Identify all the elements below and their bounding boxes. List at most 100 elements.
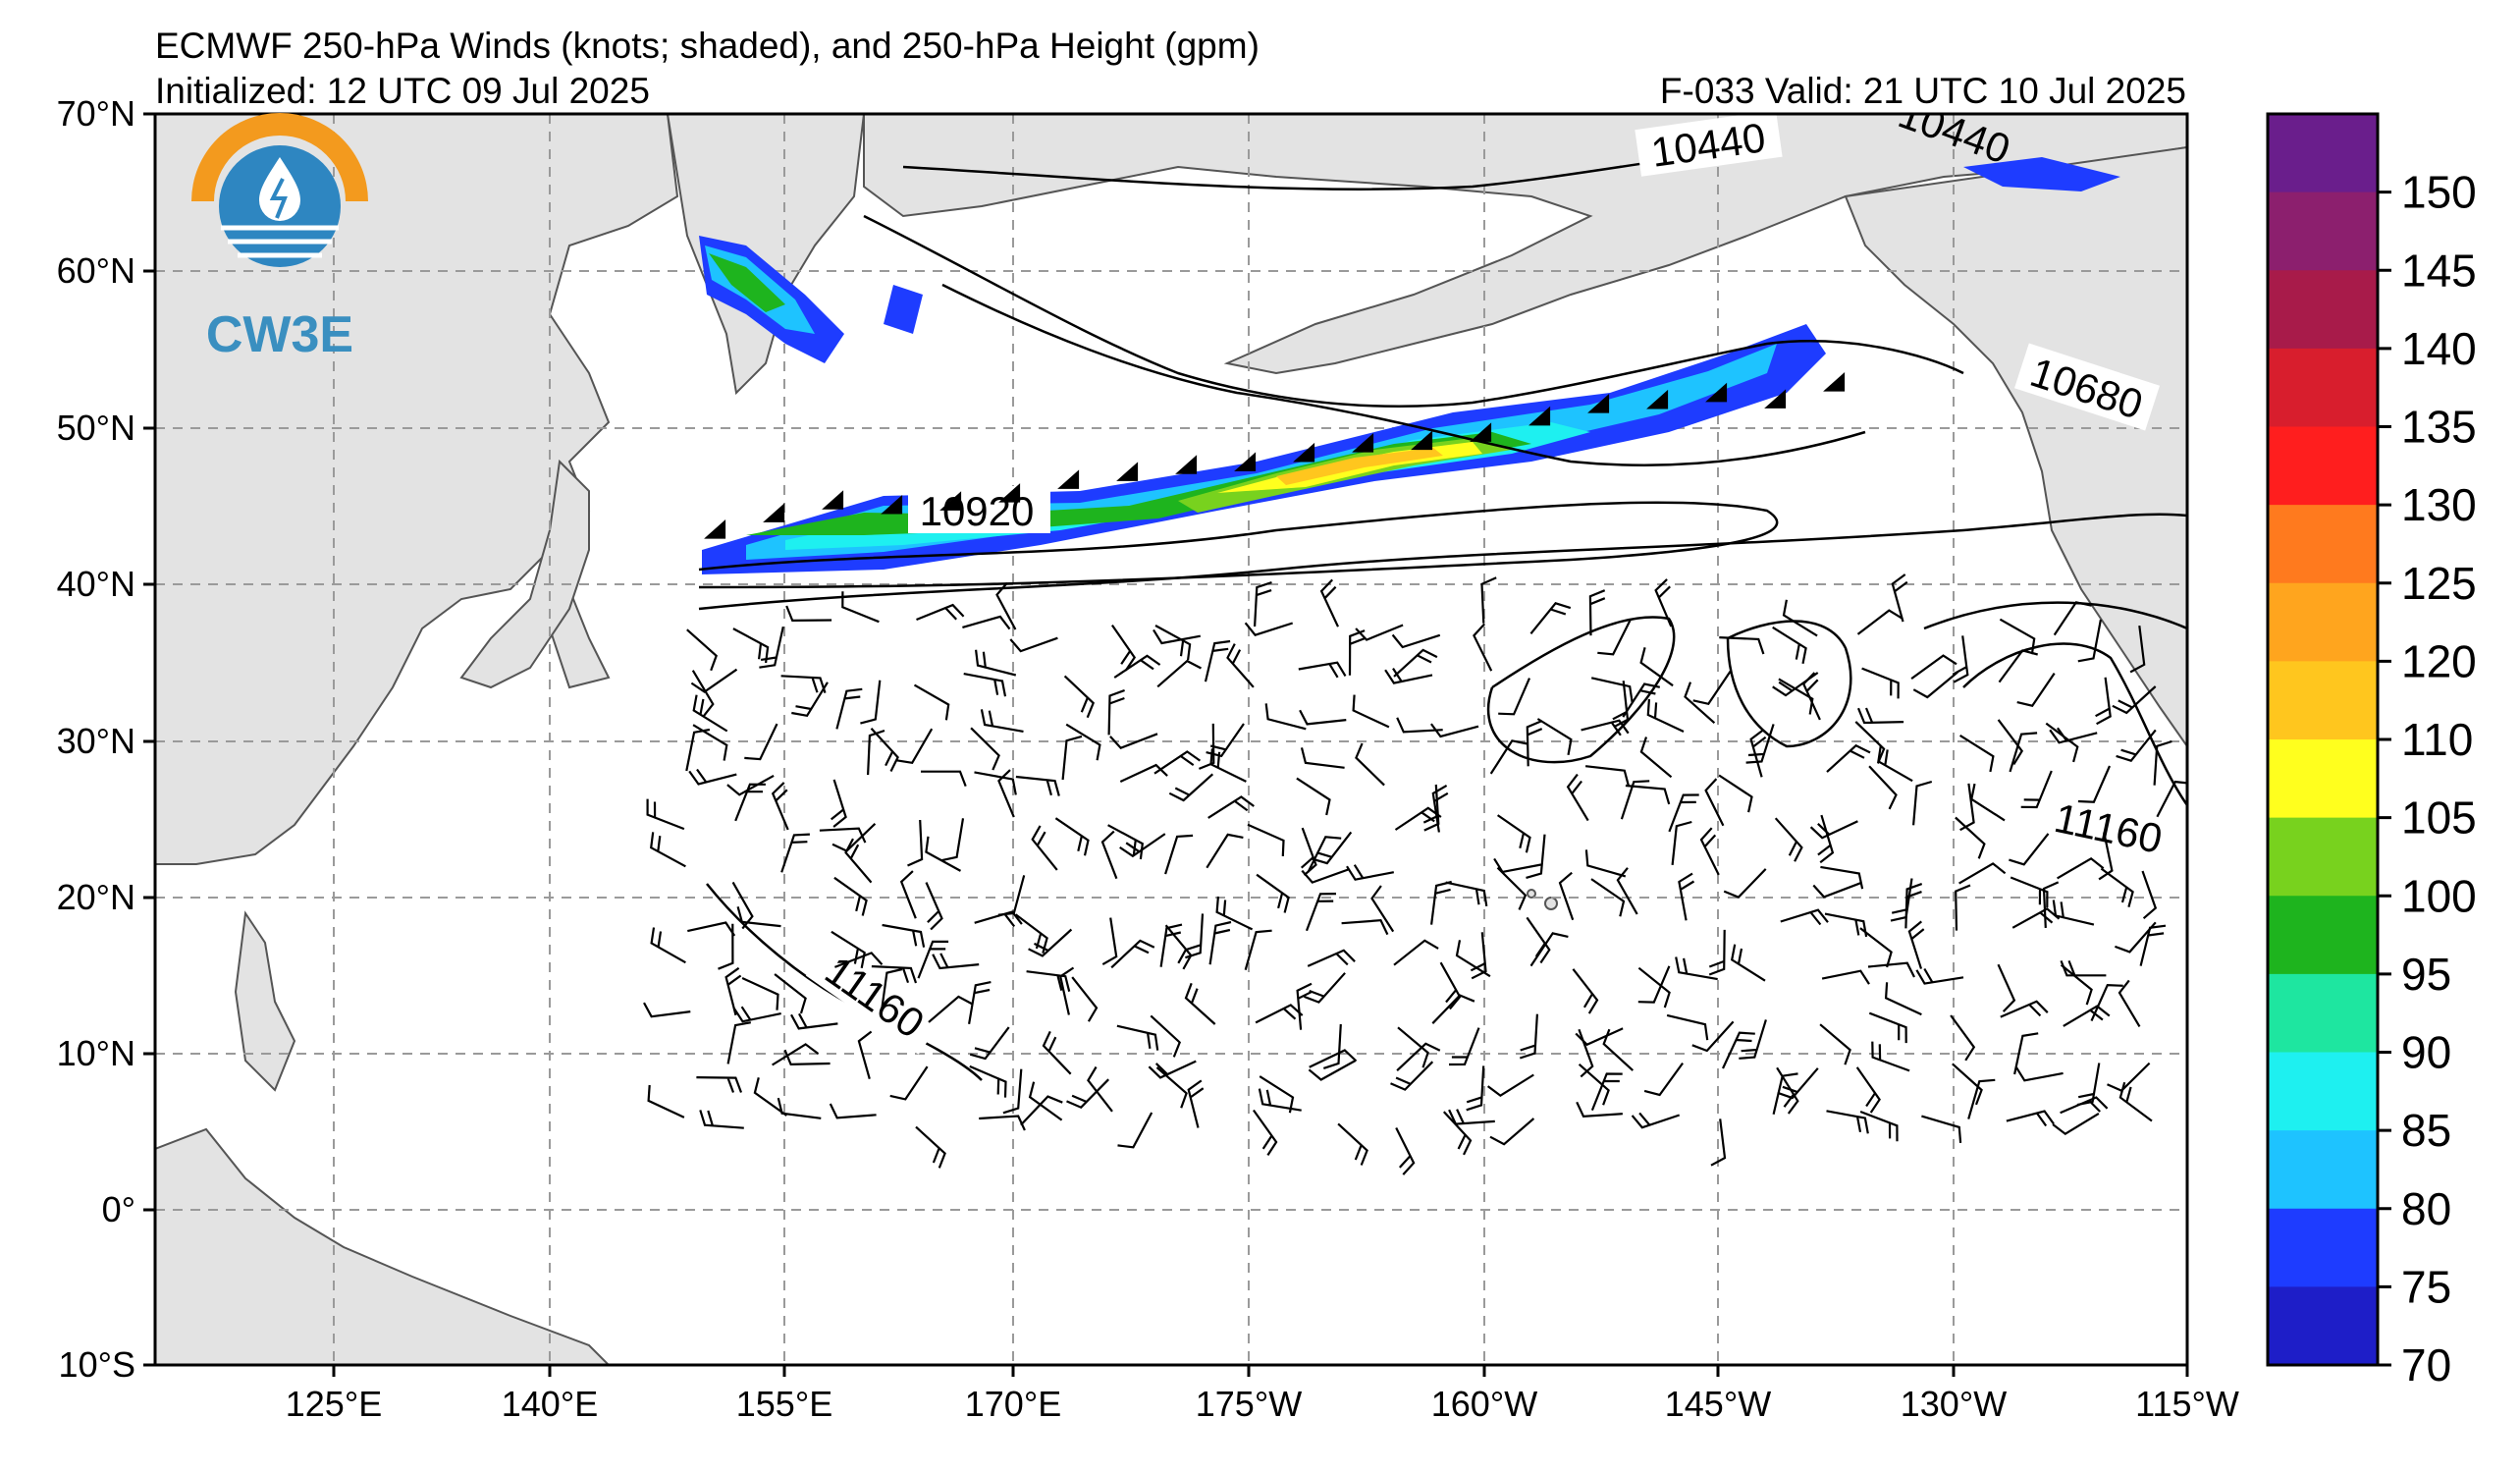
wind-barb-pennant xyxy=(1234,452,1257,471)
wind-barb xyxy=(1431,994,1475,1024)
wind-barb xyxy=(1209,748,1247,783)
wind-barb xyxy=(780,833,810,873)
contour-label-bg-3 xyxy=(2014,343,2160,431)
wind-barb xyxy=(871,965,918,984)
wind-barb-pennant xyxy=(1646,389,1669,409)
wind-barb xyxy=(1319,578,1339,627)
logo-bolt-icon xyxy=(269,178,288,219)
wind-barb xyxy=(1637,965,1671,1004)
wind-barb xyxy=(1867,961,1915,978)
wind-barb xyxy=(1572,968,1599,1014)
wind-barb xyxy=(1296,777,1331,816)
wind-barb xyxy=(699,1110,744,1129)
logo-waves xyxy=(221,225,339,258)
colorbar-segment xyxy=(2268,896,2378,975)
wind-barb xyxy=(829,1103,877,1119)
wind-barb xyxy=(1042,1030,1072,1075)
wind-barb xyxy=(1666,1013,1709,1041)
wind-barb xyxy=(753,1077,788,1117)
land-asia xyxy=(155,114,679,865)
wind-barb xyxy=(1244,622,1294,636)
wind-barb xyxy=(1637,966,1671,1009)
contour-label-bg-5 xyxy=(805,937,946,1055)
wind-barb xyxy=(1907,920,1925,969)
wind-barb xyxy=(1307,836,1342,873)
wind-barb xyxy=(921,770,967,787)
wind-barb xyxy=(1782,599,1818,637)
wind-barb xyxy=(1298,661,1347,679)
wind-barb xyxy=(1264,703,1307,731)
land-philippines xyxy=(234,910,296,1092)
wind-barb xyxy=(2009,833,2050,866)
wind-barb xyxy=(1309,1049,1358,1068)
wind-barb xyxy=(1154,625,1192,661)
wind-barb xyxy=(899,870,917,919)
wind-barb-pennant xyxy=(1116,462,1139,481)
wind-barb xyxy=(1470,932,1487,980)
colorbar-tick-label: 105 xyxy=(2401,792,2477,844)
wind-barb xyxy=(1489,739,1528,775)
map-title: ECMWF 250-hPa Winds (knots; shaded), and… xyxy=(155,26,1260,66)
logo-text: CW3E xyxy=(206,306,353,363)
wind-barb xyxy=(1855,1066,1881,1114)
wind-barb xyxy=(2141,870,2158,920)
wind-barb xyxy=(692,694,728,733)
wind-barb xyxy=(1009,636,1058,653)
wind-barb xyxy=(1772,626,1807,665)
wind-barb xyxy=(1749,729,1767,778)
wind-barb xyxy=(1861,667,1900,699)
wind-barb xyxy=(963,673,1007,697)
lat-label: 10°S xyxy=(59,1344,135,1385)
land-kamchatka xyxy=(666,114,866,396)
lon-label: 140°E xyxy=(502,1384,598,1424)
wind-barb xyxy=(1473,623,1493,672)
wind-barb xyxy=(844,838,873,884)
wind-barb xyxy=(1305,893,1337,932)
lon-labels: 125°E 140°E 155°E 170°E 175°W 160°W 145°… xyxy=(286,1384,2239,1424)
wind-barb xyxy=(1159,923,1183,967)
wind-barb xyxy=(2052,1112,2100,1136)
wind-barb xyxy=(2129,625,2146,674)
wind-barb-pennant xyxy=(1352,433,1374,453)
wind-barb xyxy=(1054,817,1090,856)
wind-barb xyxy=(1739,1019,1767,1060)
wind-barb-pennant xyxy=(1293,442,1315,463)
wind-barb xyxy=(1028,1081,1063,1121)
colorbar-tick-label: 125 xyxy=(2401,558,2477,609)
wind-barb xyxy=(1489,1118,1535,1146)
wind-barb xyxy=(913,683,950,721)
colorbar-segment xyxy=(2268,817,2378,897)
wind-barb xyxy=(1536,718,1573,755)
colorbar-tick-label: 140 xyxy=(2401,323,2477,374)
wind-barb xyxy=(1208,920,1232,965)
wind-barb xyxy=(1258,1088,1302,1112)
wind-barb xyxy=(2020,770,2053,809)
wind-barb xyxy=(1958,862,2007,885)
colorbar-segment xyxy=(2268,973,2378,1053)
wind-barb xyxy=(1597,619,1633,656)
wind-barb xyxy=(970,727,1000,771)
wind-barb xyxy=(2095,677,2112,726)
colorbar-segment xyxy=(2268,1208,2378,1287)
wind-barb xyxy=(650,927,686,964)
wind-barb xyxy=(2098,832,2114,881)
land-hawaii-2 xyxy=(1527,889,1536,899)
colorbar-tick-label: 145 xyxy=(2401,245,2477,296)
colorbar-tick-label: 130 xyxy=(2401,479,2477,530)
wind-barb xyxy=(1215,896,1254,931)
wind-barb xyxy=(1370,885,1395,933)
lon-label: 145°W xyxy=(1665,1384,1771,1424)
wind-barb xyxy=(1352,694,1390,729)
wind-barb xyxy=(1061,735,1083,781)
wind-barb xyxy=(1719,636,1765,655)
wind-barb xyxy=(1590,878,1626,917)
wind-barb-pennant xyxy=(1528,406,1551,426)
wind-barb xyxy=(1395,1127,1416,1175)
wind-barb xyxy=(1877,745,1913,783)
wind-barb xyxy=(1384,668,1433,684)
lon-label: 170°E xyxy=(965,1384,1061,1424)
wind-barb xyxy=(925,836,962,872)
wind-barb xyxy=(1708,929,1726,976)
wind-barb xyxy=(1065,723,1101,761)
wind-barb xyxy=(1578,1063,1610,1106)
